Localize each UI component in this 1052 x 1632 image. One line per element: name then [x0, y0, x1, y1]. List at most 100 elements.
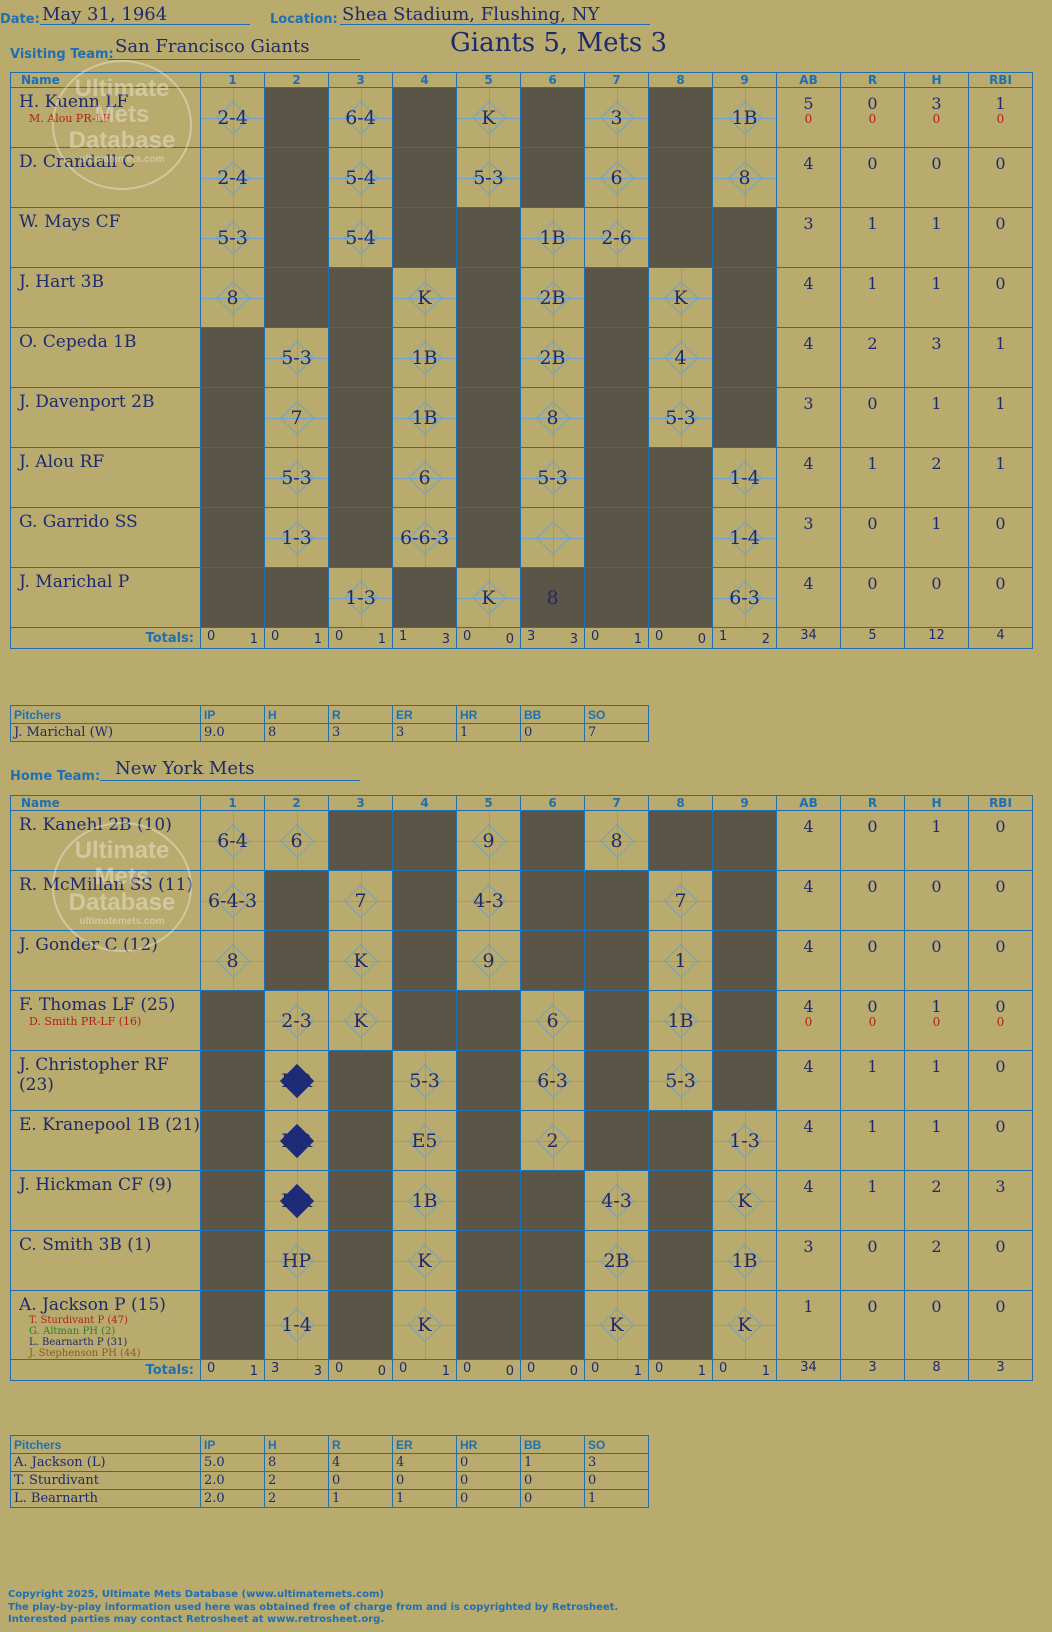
grid-line — [585, 1200, 648, 1202]
inning-hits: 1 — [697, 1364, 706, 1379]
inning-cell: 1-4 — [712, 447, 777, 508]
pitcher-stat: 2 — [264, 1471, 329, 1490]
vis-col-header: 4 — [392, 72, 457, 88]
vis-col-header: RBI — [968, 72, 1033, 88]
inning-cell — [200, 387, 265, 448]
vis-totals-row: Totals: 0 1 0 1 0 1 1 3 0 0 3 3 0 1 0 0 1 2 34 5 12 4 — [10, 627, 1033, 649]
batting-stat: 0 — [968, 1110, 1033, 1171]
batting-stat: 0 — [840, 870, 905, 931]
grid-line — [649, 357, 712, 359]
inning-cell: K — [392, 267, 457, 328]
batting-stat: 1 — [840, 267, 905, 328]
inning-cell: 5-4 — [328, 147, 393, 208]
substitute-name: D. Smith PR-LF (16) — [29, 1015, 142, 1028]
play-mark: K — [481, 106, 496, 129]
inning-cell: K — [392, 1230, 457, 1291]
stat-value: 0 — [995, 1297, 1006, 1316]
pitcher-stat: 7 — [584, 723, 649, 742]
pitcher-row: L. Bearnarth 2.0 2 1 1 0 0 1 — [10, 1489, 649, 1508]
totals-label: Totals: — [145, 1363, 194, 1378]
grid-line — [713, 1140, 776, 1142]
inning-runs: 0 — [335, 1361, 344, 1376]
inning-cell — [456, 267, 521, 328]
inning-cell: 5-3 — [200, 207, 265, 268]
player-name-cell: O. Cepeda 1B — [10, 327, 201, 388]
pitcher-stat: 1 — [584, 1489, 649, 1508]
inning-cell: 8 — [712, 147, 777, 208]
inning-cell: 6 — [392, 447, 457, 508]
grid-line — [649, 297, 712, 299]
grid-line — [521, 1080, 584, 1082]
grid-line — [393, 537, 456, 539]
substitute-name: G. Altman PH (2) — [29, 1326, 116, 1337]
pitcher-stat: 5.0 — [200, 1453, 265, 1472]
batting-stat: 1 — [904, 507, 969, 568]
vis-col-header: 5 — [456, 72, 521, 88]
player-name: J. Alou RF — [19, 452, 105, 472]
vis-col-header: 6 — [520, 72, 585, 88]
pitcher-stat: 0 — [520, 1471, 585, 1490]
home-player-row: R. Kanehl 2B (10) 6-4 6 9 8 4 0 1 0 — [10, 810, 1033, 871]
inning-cell: 1-3 — [328, 567, 393, 628]
substitute-name: L. Bearnarth P (31) — [29, 1337, 128, 1348]
batting-stat: 0 — [840, 1290, 905, 1360]
grid-line — [521, 1140, 584, 1142]
inning-hits: 1 — [249, 1364, 258, 1379]
play-mark: 6 — [546, 1009, 559, 1032]
pitching-header: IP — [200, 1435, 265, 1454]
play-mark: 3 — [610, 106, 623, 129]
play-mark: 1 — [674, 949, 687, 972]
player-name: J. Marichal P — [19, 572, 130, 592]
home-col-header: 6 — [520, 795, 585, 811]
inning-cell — [200, 567, 265, 628]
grid-line — [521, 477, 584, 479]
stat-value: 2 — [931, 454, 942, 473]
play-mark: 1B — [731, 106, 758, 129]
play-mark: 4-3 — [601, 1189, 632, 1212]
home-player-row: A. Jackson P (15) T. Sturdivant P (47) G. … — [10, 1290, 1033, 1360]
grid-line — [457, 900, 520, 902]
inning-cell: 5-3 — [392, 1050, 457, 1111]
stat-value: 0 — [931, 154, 942, 173]
vis-player-row: H. Kuenn LF M. Alou PR-LF 2-4 6-4 K 3 1B 5 0 0 0 3 0… — [10, 87, 1033, 148]
grid-line — [585, 117, 648, 119]
pitcher-stat: 1 — [328, 1489, 393, 1508]
grid-line — [393, 477, 456, 479]
stat-value: 1 — [867, 1117, 878, 1136]
inning-cell — [328, 1110, 393, 1171]
stat-value: 4 — [803, 877, 814, 896]
batting-stat: 1 — [840, 1170, 905, 1231]
stat-value: 0 — [995, 997, 1006, 1016]
inning-hits: 0 — [697, 632, 706, 647]
stat-value: 0 — [995, 214, 1006, 233]
home-col-header: 2 — [264, 795, 329, 811]
play-mark: 8 — [226, 286, 239, 309]
grid-line — [329, 960, 392, 962]
inning-cell: HP — [264, 1230, 329, 1291]
pitcher-stat: 8 — [264, 723, 329, 742]
home-col-header: H — [904, 795, 969, 811]
inning-cell — [392, 147, 457, 208]
inning-cell: 2B — [520, 267, 585, 328]
grid-line — [329, 900, 392, 902]
player-name: A. Jackson P (15) — [19, 1295, 166, 1315]
stat-value: 4 — [803, 154, 814, 173]
stat-value: 4 — [803, 1057, 814, 1076]
stat-value: 0 — [867, 1237, 878, 1256]
inning-cell — [456, 1290, 521, 1360]
inning-cell — [200, 1290, 265, 1360]
date-value: May 31, 1964 — [42, 4, 168, 25]
stat-value: 0 — [867, 94, 878, 113]
stat-value: 4 — [803, 817, 814, 836]
stat-value: 3 — [803, 1237, 814, 1256]
home-team-label: Home Team: — [10, 769, 101, 784]
batting-stat: 3 — [776, 207, 841, 268]
vis-player-row: J. Alou RF 5-3 6 5-3 1-4 4 1 2 1 — [10, 447, 1033, 508]
play-mark: 9 — [482, 949, 495, 972]
pitching-header: H — [264, 705, 329, 724]
stat-value: 3 — [803, 514, 814, 533]
